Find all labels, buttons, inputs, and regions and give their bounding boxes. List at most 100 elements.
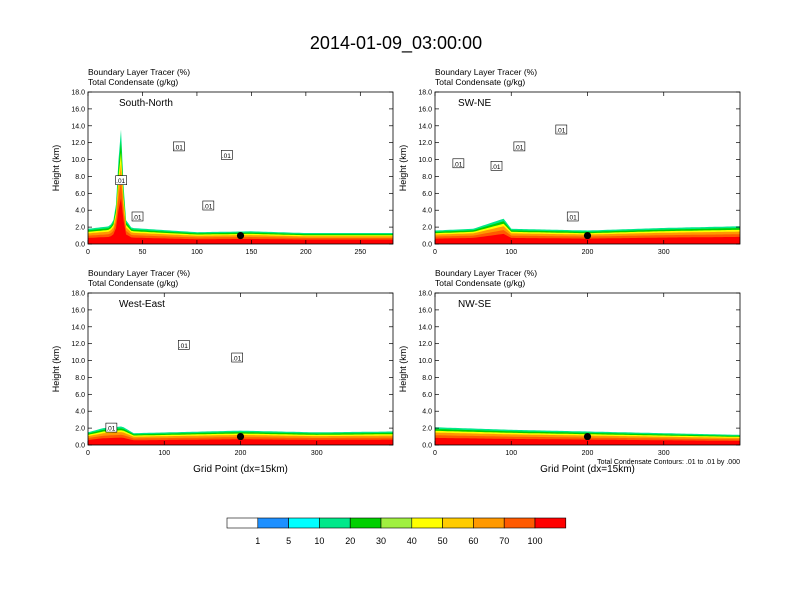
- colorbar-swatch: [349, 517, 382, 529]
- colorbar-label: 5: [286, 536, 291, 546]
- colorbar: 1 5 10 20 30 40 50 60 70 100: [226, 517, 567, 546]
- colorbar-label: 50: [438, 536, 448, 546]
- panel-label: NW-SE: [458, 299, 491, 310]
- colorbar-swatch: [473, 517, 505, 529]
- plot-area: .01 .01 .01 .01 .01: [88, 129, 393, 244]
- colorbar-swatch: [226, 517, 259, 529]
- contour-label: .01: [556, 128, 565, 135]
- colorbar-label: 60: [468, 536, 478, 546]
- contour-label-box: [202, 200, 215, 211]
- y-tick-label: 18.0: [71, 90, 85, 97]
- panel-west-east: Boundary Layer Tracer (%)Total Condensat…: [51, 268, 394, 475]
- y-tick-label: 0.0: [75, 443, 85, 450]
- y-tick-label: 2.0: [422, 225, 432, 232]
- y-tick-label: 12.0: [418, 341, 432, 348]
- x-tick-label: 150: [246, 249, 258, 256]
- plot-frame: [87, 292, 394, 446]
- y-tick-label: 4.0: [422, 409, 432, 416]
- contour-note: Total Condensate Contours: .01 to .01 by…: [597, 459, 740, 466]
- contour-label: .01: [453, 161, 462, 168]
- y-tick-label: 0.0: [422, 443, 432, 450]
- tracer-label: Boundary Layer Tracer (%): [88, 268, 190, 278]
- location-marker: [236, 432, 245, 441]
- tracer-label: Boundary Layer Tracer (%): [88, 67, 190, 77]
- tracer-band: [88, 198, 393, 244]
- x-tick-label: 300: [658, 249, 670, 256]
- tracer-label: Boundary Layer Tracer (%): [435, 67, 537, 77]
- panel-label: South-North: [119, 98, 173, 109]
- contour-label: .01: [132, 214, 141, 221]
- x-tick-label: 100: [505, 249, 517, 256]
- colorbar-swatch: [288, 517, 320, 529]
- y-tick-label: 2.0: [75, 225, 85, 232]
- x-tick-label: 200: [235, 450, 247, 457]
- y-tick-label: 8.0: [75, 174, 85, 181]
- contour-label: .01: [222, 153, 231, 160]
- contour-label-box: [513, 141, 526, 152]
- y-tick-label: 12.0: [71, 341, 85, 348]
- x-tick-label: 0: [86, 450, 90, 457]
- figure-title: 2014-01-09_03:00:00: [310, 33, 482, 54]
- colorbar-label: 100: [527, 536, 542, 546]
- contour-label-box: [555, 124, 568, 135]
- y-tick-label: 16.0: [71, 106, 85, 113]
- tracer-band: [88, 129, 393, 244]
- y-tick-label: 16.0: [71, 307, 85, 314]
- condensate-label: Total Condensate (g/kg): [435, 278, 525, 288]
- y-tick-label: 16.0: [418, 106, 432, 113]
- contour-label-box: [115, 175, 127, 185]
- y-tick-label: 10.0: [418, 358, 432, 365]
- y-tick-label: 4.0: [422, 208, 432, 215]
- plot-area: .01 .01 .01 .01 .01: [435, 124, 740, 244]
- x-tick-label: 50: [139, 249, 147, 256]
- y-tick-label: 14.0: [418, 123, 432, 130]
- colorbar-swatch: [534, 517, 567, 529]
- y-tick-label: 10.0: [71, 358, 85, 365]
- plot-frame: [434, 292, 741, 446]
- colorbar-label: 40: [407, 536, 417, 546]
- colorbar-label: 10: [314, 536, 324, 546]
- contour-label-box: [173, 141, 185, 152]
- colorbar-swatch: [411, 517, 443, 529]
- y-tick-label: 6.0: [75, 392, 85, 399]
- y-tick-label: 14.0: [71, 123, 85, 130]
- y-tick-label: 8.0: [422, 174, 432, 181]
- x-tick-label: 100: [158, 450, 170, 457]
- location-marker: [236, 231, 245, 240]
- condensate-label: Total Condensate (g/kg): [88, 77, 178, 87]
- y-tick-label: 6.0: [75, 191, 85, 198]
- contour-label: .01: [203, 204, 212, 211]
- contour-label-box: [566, 211, 579, 222]
- colorbar-swatch: [442, 517, 474, 529]
- y-tick-label: 6.0: [422, 191, 432, 198]
- y-tick-label: 14.0: [418, 324, 432, 331]
- contour-label-box: [452, 158, 465, 169]
- y-tick-label: 0.0: [75, 242, 85, 249]
- y-tick-label: 4.0: [75, 208, 85, 215]
- y-tick-label: 16.0: [418, 307, 432, 314]
- y-tick-label: 12.0: [71, 140, 85, 147]
- contour-label-box: [105, 422, 118, 433]
- contour-label: .01: [514, 144, 523, 151]
- x-tick-label: 200: [300, 249, 312, 256]
- colorbar-label: 30: [376, 536, 386, 546]
- plot-frame: [87, 91, 394, 245]
- panel-sw-ne: Boundary Layer Tracer (%)Total Condensat…: [398, 67, 741, 256]
- y-tick-label: 2.0: [75, 426, 85, 433]
- y-axis-title: Height (km): [51, 346, 61, 393]
- x-tick-label: 0: [433, 249, 437, 256]
- panel-label: West-East: [119, 299, 165, 310]
- plot-area: .01 .01 .01: [88, 340, 393, 445]
- contour-label: .01: [232, 356, 241, 363]
- location-marker: [583, 231, 592, 240]
- x-tick-label: 300: [311, 450, 323, 457]
- colorbar-label: 70: [499, 536, 509, 546]
- y-tick-label: 14.0: [71, 324, 85, 331]
- y-tick-label: 0.0: [422, 242, 432, 249]
- colorbar-swatch: [503, 517, 536, 529]
- x-axis-title: Grid Point (dx=15km): [193, 464, 288, 475]
- x-tick-label: 0: [86, 249, 90, 256]
- y-axis-title: Height (km): [398, 145, 408, 192]
- colorbar-swatch: [380, 517, 413, 529]
